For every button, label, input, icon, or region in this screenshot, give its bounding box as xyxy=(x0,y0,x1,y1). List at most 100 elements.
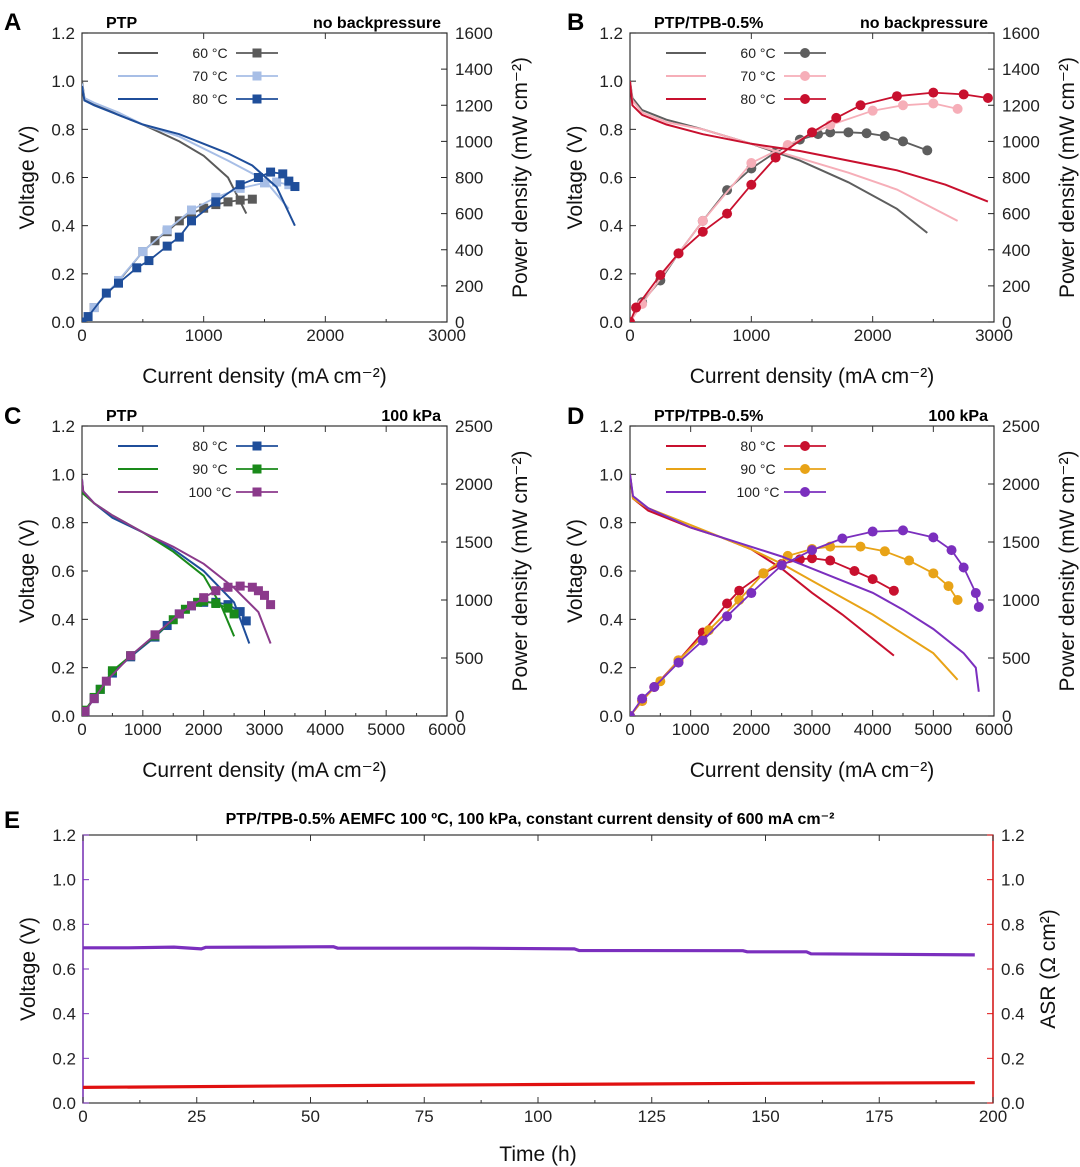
series-voltage-line xyxy=(83,945,975,957)
legend-label: 80 °C xyxy=(740,91,775,107)
y-tick-label: 1.2 xyxy=(599,24,623,43)
power-marker xyxy=(928,87,939,98)
power-marker xyxy=(211,197,221,207)
y2-tick-label: 1000 xyxy=(455,132,493,151)
panel-note: no backpressure xyxy=(860,15,988,32)
power-marker xyxy=(211,586,221,596)
y-tick-label: 1.0 xyxy=(51,465,75,484)
series-80Cc xyxy=(630,81,993,322)
x-tick-label: 3000 xyxy=(793,720,831,739)
panel-letter: E xyxy=(4,807,20,834)
power-marker xyxy=(162,225,172,235)
y-tick-label: 0.4 xyxy=(51,610,75,629)
x-tick-label: 2000 xyxy=(306,326,344,345)
legend-marker xyxy=(800,464,810,474)
y-axis-label: Voltage (V) xyxy=(564,126,587,230)
y-tick-label: 0.8 xyxy=(52,915,76,934)
voltage-curve xyxy=(82,83,290,210)
x-tick-label: 3000 xyxy=(975,326,1013,345)
y2-tick-label: 2000 xyxy=(1002,475,1040,494)
power-marker xyxy=(807,127,817,138)
y-tick-label: 0.8 xyxy=(599,514,623,533)
power-marker xyxy=(284,176,294,186)
x-axis-label: Current density (mA cm⁻²) xyxy=(142,365,386,388)
voltage-curve xyxy=(82,479,272,644)
power-marker xyxy=(107,666,117,676)
panel-note: 100 kPa xyxy=(381,408,441,425)
y2-tick-label: 0.2 xyxy=(1001,1049,1025,1068)
y2-tick-label: 400 xyxy=(455,241,483,260)
legend-label: 90 °C xyxy=(740,461,775,477)
power-marker xyxy=(260,590,269,600)
y2-tick-label: 0 xyxy=(1002,707,1011,726)
y-tick-label: 0.0 xyxy=(51,707,75,726)
y2-tick-label: 1200 xyxy=(455,96,493,115)
panel-a: 0 1000 2000 3000 0.0 0.2 0.4 0.6 0.8 1.0 1.2 0 200 40… xyxy=(4,9,532,388)
y2-axis-label: Power density (mW cm⁻²) xyxy=(1056,451,1079,692)
series-70Cc xyxy=(630,81,963,322)
y2-tick-label: 1000 xyxy=(455,591,493,610)
legend-label: 60 °C xyxy=(740,45,775,61)
power-marker xyxy=(101,288,111,298)
power-marker xyxy=(630,711,635,716)
legend-label: 80 °C xyxy=(192,438,227,454)
y2-tick-label: 1.2 xyxy=(1001,826,1025,845)
power-marker xyxy=(174,609,184,619)
x-tick-label: 4000 xyxy=(306,720,344,739)
y2-tick-label: 800 xyxy=(1002,169,1030,188)
power-marker xyxy=(132,263,142,273)
power-marker xyxy=(888,585,899,596)
legend-label: 80 °C xyxy=(192,91,227,107)
power-marker xyxy=(861,128,872,139)
power-marker xyxy=(722,611,733,622)
voltage-curve xyxy=(82,85,296,227)
y-tick-label: 0.6 xyxy=(51,169,75,188)
power-marker xyxy=(958,89,969,100)
x-tick-label: 0 xyxy=(625,326,634,345)
legend-marker xyxy=(800,487,810,497)
x-tick-label: 2000 xyxy=(185,720,223,739)
panel-letter: A xyxy=(4,9,21,36)
y-tick-label: 0.6 xyxy=(599,169,623,188)
power-marker xyxy=(253,173,263,182)
power-marker xyxy=(807,553,817,564)
power-marker xyxy=(631,302,642,313)
y-tick-label: 0.4 xyxy=(599,217,623,236)
y-tick-label: 1.0 xyxy=(599,72,623,91)
power-marker xyxy=(673,657,684,668)
x-tick-label: 125 xyxy=(638,1107,666,1126)
power-marker xyxy=(187,601,196,611)
legend-label: 100 °C xyxy=(737,484,780,500)
panel-title: PTP/TPB-0.5% AEMFC 100 ºC, 100 kPa, cons… xyxy=(226,811,835,828)
x-tick-label: 3000 xyxy=(246,720,284,739)
y2-tick-label: 1600 xyxy=(1002,24,1040,43)
power-marker xyxy=(649,682,660,692)
x-tick-label: 5000 xyxy=(367,720,405,739)
power-marker xyxy=(235,607,245,617)
x-tick-label: 5000 xyxy=(914,720,952,739)
y-tick-label: 0.2 xyxy=(51,265,75,284)
power-marker xyxy=(849,566,860,576)
series-asr-line xyxy=(82,1081,975,1089)
power-marker xyxy=(630,317,635,322)
power-marker xyxy=(734,585,745,596)
y-tick-label: 1.0 xyxy=(52,871,76,890)
voltage-curve xyxy=(630,81,959,222)
y-tick-label: 0.0 xyxy=(51,313,75,332)
panel-e: 0 25 50 75 100 125 150 175 2000.00.20.40.60.81.0… xyxy=(4,807,1060,1166)
power-marker xyxy=(697,635,708,646)
y2-tick-label: 1.0 xyxy=(1001,871,1025,890)
power-marker xyxy=(855,100,866,111)
power-marker xyxy=(867,574,878,585)
power-marker xyxy=(162,241,172,251)
y-axis-label: Voltage (V) xyxy=(16,126,39,230)
power-marker xyxy=(831,112,842,123)
y2-tick-label: 1400 xyxy=(1002,60,1040,79)
y-tick-label: 0.0 xyxy=(599,707,623,726)
y2-tick-label: 200 xyxy=(455,277,483,296)
x-tick-label: 0 xyxy=(78,1107,87,1126)
power-marker xyxy=(928,532,939,543)
power-marker xyxy=(879,130,890,141)
power-marker xyxy=(973,601,984,612)
